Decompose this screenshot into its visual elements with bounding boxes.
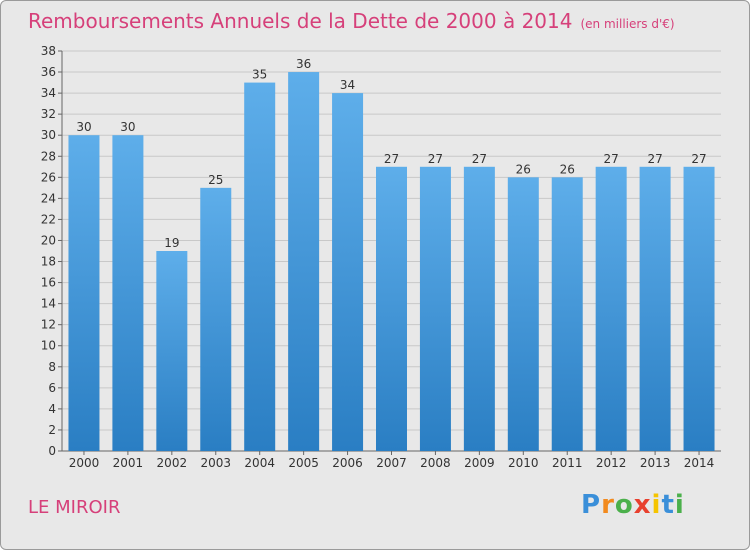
y-tick-label: 38 bbox=[41, 44, 56, 58]
x-tick-label: 2012 bbox=[596, 456, 627, 470]
bar bbox=[463, 166, 495, 451]
bar bbox=[639, 166, 671, 451]
x-tick-label: 2001 bbox=[113, 456, 144, 470]
bar-value-label: 27 bbox=[647, 152, 662, 166]
bar bbox=[419, 166, 451, 451]
bar bbox=[507, 177, 539, 451]
bar bbox=[288, 72, 320, 451]
x-tick-label: 2008 bbox=[420, 456, 451, 470]
bar-value-label: 36 bbox=[296, 57, 311, 71]
y-tick-label: 26 bbox=[41, 170, 56, 184]
bar-value-label: 27 bbox=[384, 152, 399, 166]
x-tick-label: 2004 bbox=[244, 456, 275, 470]
bar-value-label: 27 bbox=[691, 152, 706, 166]
chart-unit: (en milliers d'€) bbox=[580, 17, 675, 31]
y-tick-label: 4 bbox=[48, 402, 56, 416]
y-tick-label: 24 bbox=[41, 191, 56, 205]
x-tick-label: 2003 bbox=[200, 456, 231, 470]
y-tick-label: 36 bbox=[41, 65, 56, 79]
bar-value-label: 26 bbox=[516, 162, 531, 176]
x-tick-label: 2007 bbox=[376, 456, 407, 470]
y-tick-label: 2 bbox=[48, 423, 56, 437]
y-tick-label: 14 bbox=[41, 297, 56, 311]
bar-value-label: 34 bbox=[340, 78, 355, 92]
bar bbox=[683, 166, 715, 451]
x-tick-label: 2014 bbox=[684, 456, 715, 470]
chart-title-text: Remboursements Annuels de la Dette de 20… bbox=[28, 9, 573, 33]
y-tick-label: 6 bbox=[48, 381, 56, 395]
commune-name: LE MIROIR bbox=[28, 497, 121, 518]
bar-value-label: 27 bbox=[472, 152, 487, 166]
proxiti-logo: Proxiti bbox=[581, 490, 685, 520]
x-tick-label: 2011 bbox=[552, 456, 583, 470]
bar-value-label: 25 bbox=[208, 173, 223, 187]
x-tick-label: 2005 bbox=[288, 456, 319, 470]
y-tick-label: 20 bbox=[41, 233, 56, 247]
x-tick-label: 2002 bbox=[157, 456, 188, 470]
bar bbox=[595, 166, 627, 451]
y-tick-label: 32 bbox=[41, 107, 56, 121]
y-tick-label: 12 bbox=[41, 318, 56, 332]
bar bbox=[156, 251, 188, 451]
y-tick-label: 18 bbox=[41, 255, 56, 269]
bar bbox=[112, 135, 144, 452]
y-tick-label: 16 bbox=[41, 276, 56, 290]
y-tick-label: 28 bbox=[41, 149, 56, 163]
y-tick-label: 8 bbox=[48, 360, 56, 374]
y-tick-label: 30 bbox=[41, 128, 56, 142]
bar bbox=[200, 187, 232, 451]
y-tick-label: 22 bbox=[41, 212, 56, 226]
bar bbox=[551, 177, 583, 451]
bar bbox=[244, 82, 276, 451]
y-tick-label: 0 bbox=[48, 444, 56, 458]
x-tick-label: 2006 bbox=[332, 456, 363, 470]
bar bbox=[376, 166, 407, 451]
x-tick-label: 2009 bbox=[464, 456, 495, 470]
x-tick-label: 2013 bbox=[640, 456, 671, 470]
bar-value-label: 19 bbox=[164, 236, 179, 250]
bar-value-label: 30 bbox=[120, 120, 135, 134]
y-tick-label: 34 bbox=[41, 86, 56, 100]
bar-value-label: 27 bbox=[604, 152, 619, 166]
x-tick-label: 2010 bbox=[508, 456, 539, 470]
bar-value-label: 26 bbox=[560, 162, 575, 176]
bar-value-label: 35 bbox=[252, 68, 267, 82]
bar-value-label: 27 bbox=[428, 152, 443, 166]
y-tick-label: 10 bbox=[41, 339, 56, 353]
bar bbox=[68, 135, 100, 452]
chart-title: Remboursements Annuels de la Dette de 20… bbox=[28, 9, 675, 33]
bar bbox=[332, 93, 364, 452]
x-tick-label: 2000 bbox=[69, 456, 100, 470]
bar-value-label: 30 bbox=[76, 120, 91, 134]
